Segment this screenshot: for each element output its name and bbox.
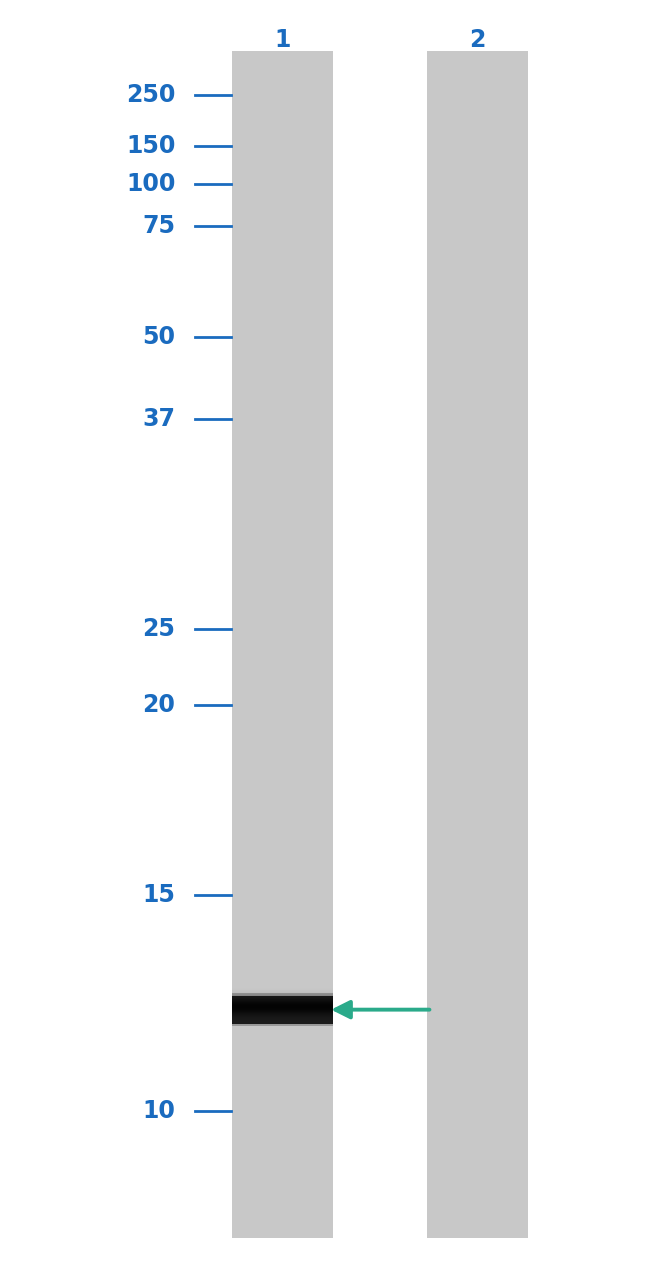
Text: 20: 20 <box>142 693 176 716</box>
Text: 15: 15 <box>142 884 176 907</box>
Text: 50: 50 <box>142 325 176 348</box>
Text: 10: 10 <box>142 1100 176 1123</box>
Bar <box>233 993 333 1026</box>
Text: 150: 150 <box>126 135 176 157</box>
Text: 100: 100 <box>126 173 176 196</box>
Text: 75: 75 <box>142 215 176 237</box>
Bar <box>233 996 333 1024</box>
Bar <box>428 51 528 1238</box>
Text: 250: 250 <box>126 84 176 107</box>
Text: 1: 1 <box>274 28 291 52</box>
Text: 37: 37 <box>142 408 176 431</box>
Text: 2: 2 <box>469 28 486 52</box>
Bar <box>233 51 333 1238</box>
Text: 25: 25 <box>142 617 176 640</box>
